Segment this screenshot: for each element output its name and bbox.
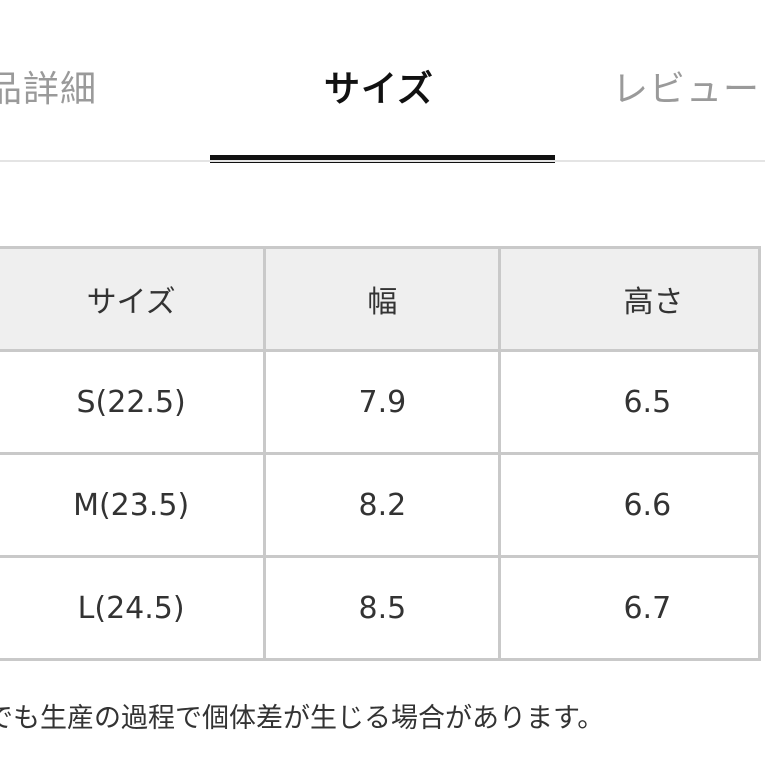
tab-product-details[interactable]: 品詳細: [0, 69, 98, 110]
table-row: L(24.5) 8.5 6.7: [0, 555, 761, 661]
tab-bar: 品詳細 サイズ レビュー: [0, 0, 765, 163]
cell-size: L(24.5): [0, 555, 267, 661]
table-header-row: サイズ 幅 高さ: [0, 246, 761, 352]
size-table: サイズ 幅 高さ S(22.5) 7.9 6.5 M(23.5) 8.2 6.6…: [0, 246, 761, 661]
active-tab-indicator: [210, 155, 555, 163]
table-row: S(22.5) 7.9 6.5: [0, 349, 761, 455]
cell-height: 6.6: [498, 452, 761, 558]
cell-width: 7.9: [263, 349, 502, 455]
header-width: 幅: [263, 246, 502, 352]
cell-width: 8.2: [263, 452, 502, 558]
tab-review[interactable]: レビュー: [612, 69, 761, 110]
cell-size: M(23.5): [0, 452, 267, 558]
cell-width: 8.5: [263, 555, 502, 661]
header-size: サイズ: [0, 246, 267, 352]
tab-divider: [0, 160, 765, 162]
header-height: 高さ: [498, 246, 761, 352]
table-row: M(23.5) 8.2 6.6: [0, 452, 761, 558]
tab-size[interactable]: サイズ: [324, 69, 434, 110]
cell-height: 6.5: [498, 349, 761, 455]
size-note: でも生産の過程で個体差が生じる場合があります。: [0, 703, 605, 734]
cell-height: 6.7: [498, 555, 761, 661]
cell-size: S(22.5): [0, 349, 267, 455]
